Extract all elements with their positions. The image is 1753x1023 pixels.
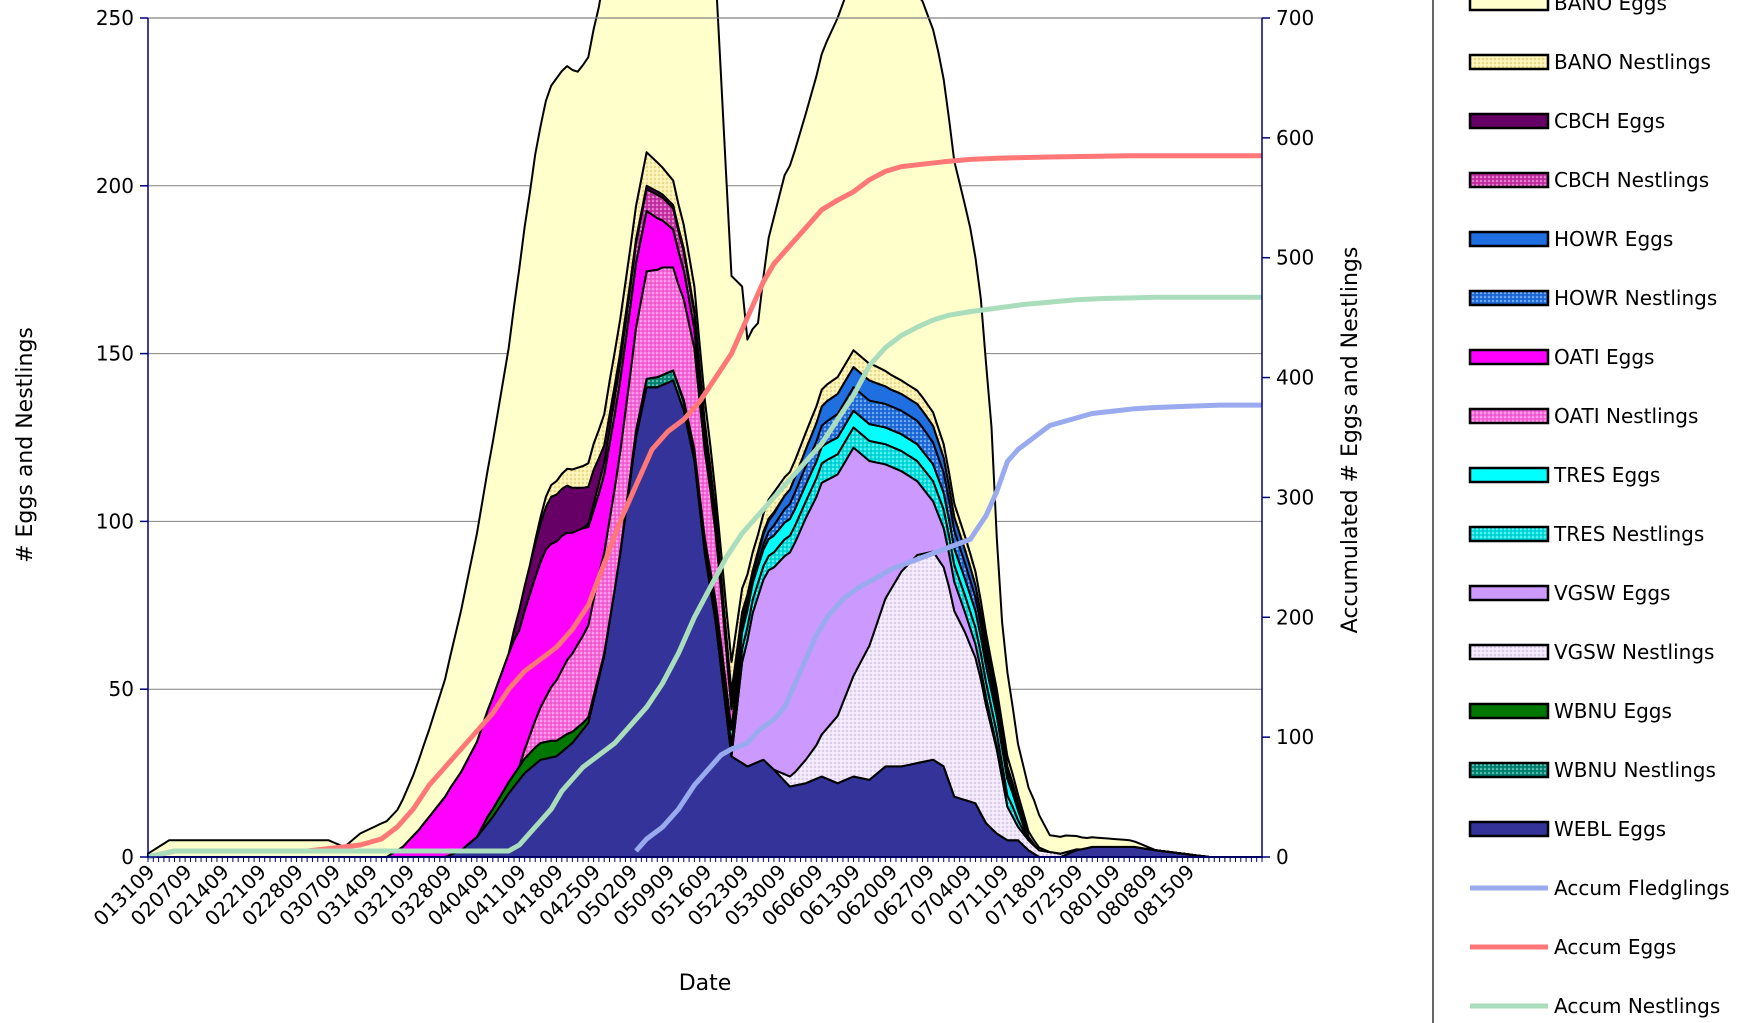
legend-label: WBNU Nestlings [1554, 758, 1716, 782]
y2-tick-label: 300 [1276, 485, 1314, 509]
legend-item-wbnu-nestlings: WBNU Nestlings [1468, 758, 1716, 782]
legend-swatch [1468, 820, 1550, 838]
legend-label: TRES Nestlings [1553, 522, 1704, 546]
legend-swatch [1468, 0, 1550, 12]
y2-axis-title: Accumulated # Eggs and Nestlings [1338, 247, 1363, 634]
legend-label: Accum Nestlings [1554, 994, 1720, 1018]
legend-item-vgsw-nestlings: VGSW Nestlings [1468, 640, 1714, 664]
legend-swatch [1468, 584, 1550, 602]
line-accum-nestlings [147, 294, 1262, 860]
legend-item-accum-nestlings: Accum Nestlings [1470, 994, 1720, 1018]
legend-item-wbnu-eggs: WBNU Eggs [1468, 699, 1672, 723]
legend-item-vgsw-eggs: VGSW Eggs [1468, 581, 1670, 605]
y-axis-title: # Eggs and Nestlings [13, 327, 38, 563]
legend-item-bano-eggs: BANO Eggs [1468, 0, 1667, 15]
y2-tick-label: 200 [1276, 605, 1314, 629]
legend-item-howr-eggs: HOWR Eggs [1468, 227, 1673, 251]
legend-label: CBCH Nestlings [1554, 168, 1709, 192]
y2-tick-label: 400 [1276, 366, 1314, 390]
legend-item-accum-eggs: Accum Eggs [1470, 935, 1676, 959]
y2-tick-label: 0 [1276, 845, 1289, 869]
legend-label: BANO Nestlings [1554, 50, 1711, 74]
y-tick-labels: 0 50 100 150 200 250 [96, 6, 134, 869]
legend-swatch [1468, 761, 1550, 779]
legend-label: VGSW Eggs [1554, 581, 1670, 605]
legend-swatch [1468, 525, 1550, 543]
y2-tick-label: 700 [1276, 6, 1314, 30]
y2-tick-labels: 0 100 200 300 400 500 600 700 [1276, 6, 1314, 869]
legend-label: Accum Fledglings [1554, 876, 1730, 900]
legend-item-tres-nestlings: TRES Nestlings [1468, 522, 1704, 546]
accumulated-lines [147, 153, 1262, 860]
axes [140, 17, 1270, 862]
legend-label: HOWR Eggs [1554, 227, 1673, 251]
legend-label: OATI Eggs [1554, 345, 1654, 369]
y2-tick-label: 500 [1276, 246, 1314, 270]
legend-label: HOWR Nestlings [1554, 286, 1717, 310]
y-tick-label: 150 [96, 342, 134, 366]
y-tick-label: 250 [96, 6, 134, 30]
y-tick-label: 100 [96, 509, 134, 533]
legend-swatch [1468, 171, 1550, 189]
legend-swatch [1468, 466, 1550, 484]
legend-item-oati-nestlings: OATI Nestlings [1468, 404, 1698, 428]
legend-label: Accum Eggs [1554, 935, 1676, 959]
legend-swatch [1468, 230, 1550, 248]
line-accum-fledglings [634, 402, 1262, 853]
legend-swatch [1468, 407, 1550, 425]
legend-item-accum-fledglings: Accum Fledglings [1470, 876, 1730, 900]
legend-item-cbch-nestlings: CBCH Nestlings [1468, 168, 1709, 192]
y-tick-label: 200 [96, 174, 134, 198]
legend-swatch [1468, 702, 1550, 720]
legend: BANO Eggs BANO Nestlings CBCH Eggs CBCH Nes… [1432, 0, 1730, 1023]
y2-tick-label: 600 [1276, 126, 1314, 150]
y-tick-label: 0 [121, 845, 134, 869]
x-axis-title: Date [679, 971, 732, 996]
legend-swatch [1468, 289, 1550, 307]
legend-label: TRES Eggs [1553, 463, 1660, 487]
legend-label: OATI Nestlings [1554, 404, 1698, 428]
y-tick-label: 50 [109, 677, 134, 701]
y2-tick-label: 100 [1276, 725, 1314, 749]
legend-item-oati-eggs: OATI Eggs [1468, 345, 1654, 369]
x-tick-labels: 0131090207090214090221090228090307090314… [89, 860, 1200, 931]
legend-swatch [1468, 53, 1550, 71]
legend-swatch [1468, 112, 1550, 130]
legend-item-bano-nestlings: BANO Nestlings [1468, 50, 1711, 74]
legend-swatch [1468, 643, 1550, 661]
legend-swatch [1468, 348, 1550, 366]
stacked-areas [147, 0, 1263, 858]
legend-label: VGSW Nestlings [1554, 640, 1714, 664]
legend-label: WBNU Eggs [1554, 699, 1672, 723]
legend-item-webl-eggs: WEBL Eggs [1468, 817, 1666, 841]
legend-item-tres-eggs: TRES Eggs [1468, 463, 1660, 487]
legend-label: BANO Eggs [1554, 0, 1667, 15]
legend-label: WEBL Eggs [1554, 817, 1666, 841]
legend-item-cbch-eggs: CBCH Eggs [1468, 109, 1665, 133]
line-accum-eggs [147, 153, 1262, 860]
legend-item-howr-nestlings: HOWR Nestlings [1468, 286, 1717, 310]
legend-label: CBCH Eggs [1554, 109, 1665, 133]
